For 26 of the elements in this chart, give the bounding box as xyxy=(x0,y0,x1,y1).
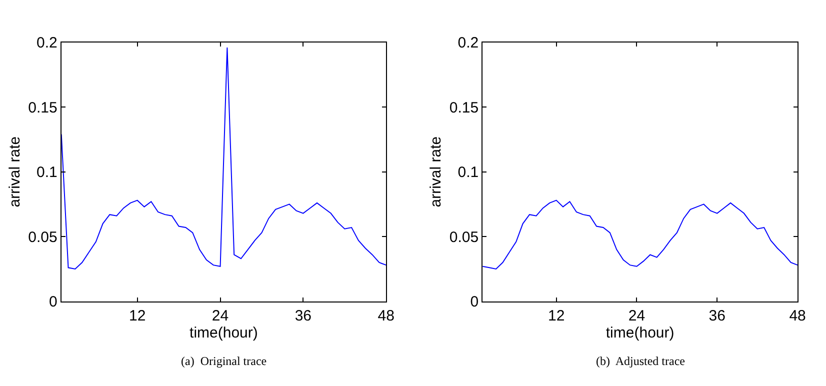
x-tick-label: 12 xyxy=(129,307,146,324)
y-tick-label: 0.05 xyxy=(449,228,479,246)
y-tick-label: 0.15 xyxy=(28,99,58,116)
x-axis-title: time(hour) xyxy=(606,324,674,342)
y-tick-label: 0.1 xyxy=(36,164,58,182)
y-axis-title: arrival rate xyxy=(6,136,24,208)
y-tick-label: 0 xyxy=(49,294,58,311)
y-tick-label: 0.05 xyxy=(28,228,58,246)
y-axis-title: arrival rate xyxy=(428,136,445,208)
x-tick-label: 12 xyxy=(548,307,565,324)
x-tick-label: 36 xyxy=(708,307,726,324)
text: (b) Adjusted trace xyxy=(596,354,685,368)
line-series xyxy=(482,200,798,270)
x-tick-label: 24 xyxy=(212,307,229,324)
text: (a) Original trace xyxy=(181,354,267,368)
y-tick-label: 0.2 xyxy=(36,34,58,52)
x-tick-label: 48 xyxy=(378,307,394,324)
x-tick-label: 36 xyxy=(294,307,312,324)
line-series xyxy=(61,46,386,270)
y-tick-label: 0.1 xyxy=(458,164,479,182)
y-tick-label: 0.15 xyxy=(449,99,479,116)
y-tick-label: 0.2 xyxy=(458,34,479,52)
x-tick-label: 24 xyxy=(628,307,646,324)
x-axis-title: time(hour) xyxy=(190,324,258,342)
y-tick-label: 0 xyxy=(470,294,479,311)
x-tick-label: 48 xyxy=(789,307,806,324)
